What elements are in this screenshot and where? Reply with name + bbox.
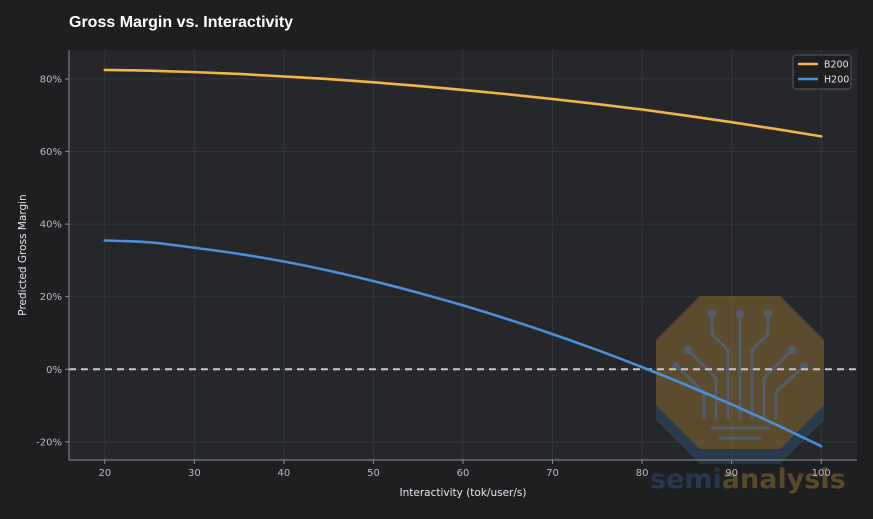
x-tick-label: 40 bbox=[278, 468, 291, 479]
y-tick-label: -20% bbox=[36, 437, 62, 448]
series-line-h200 bbox=[103, 239, 823, 448]
x-tick-label: 90 bbox=[725, 468, 738, 479]
x-tick-label: 60 bbox=[457, 468, 470, 479]
x-tick-label: 20 bbox=[98, 468, 111, 479]
legend-label-b200: B200 bbox=[824, 60, 849, 71]
y-axis-ticks: -20% 0% 20% 40% 60% 80% bbox=[36, 75, 69, 448]
y-axis-label: Predicted Gross Margin bbox=[17, 194, 29, 315]
x-tick-label: 100 bbox=[812, 468, 831, 479]
x-tick-label: 30 bbox=[188, 468, 201, 479]
semianalysis-logo-icon bbox=[656, 296, 824, 464]
x-tick-label: 50 bbox=[367, 468, 380, 479]
chart-title: Gross Margin vs. Interactivity bbox=[69, 14, 294, 31]
x-tick-label: 80 bbox=[636, 468, 649, 479]
y-tick-label: 80% bbox=[40, 75, 62, 86]
semianalysis-watermark: semianalysis bbox=[650, 296, 846, 495]
legend-label-h200: H200 bbox=[824, 75, 849, 86]
x-axis-label: Interactivity (tok/user/s) bbox=[400, 487, 527, 499]
y-tick-label: 40% bbox=[40, 220, 62, 231]
series bbox=[103, 68, 823, 448]
y-tick-label: 60% bbox=[40, 147, 62, 158]
watermark-text: semianalysis bbox=[650, 464, 846, 495]
legend: B200 H200 bbox=[792, 54, 852, 90]
y-tick-label: 0% bbox=[46, 365, 62, 376]
series-line-b200 bbox=[103, 68, 823, 138]
x-tick-label: 70 bbox=[546, 468, 559, 479]
x-axis-ticks: 20 30 40 50 60 70 80 90 100 bbox=[98, 460, 831, 479]
y-tick-label: 20% bbox=[40, 292, 62, 303]
